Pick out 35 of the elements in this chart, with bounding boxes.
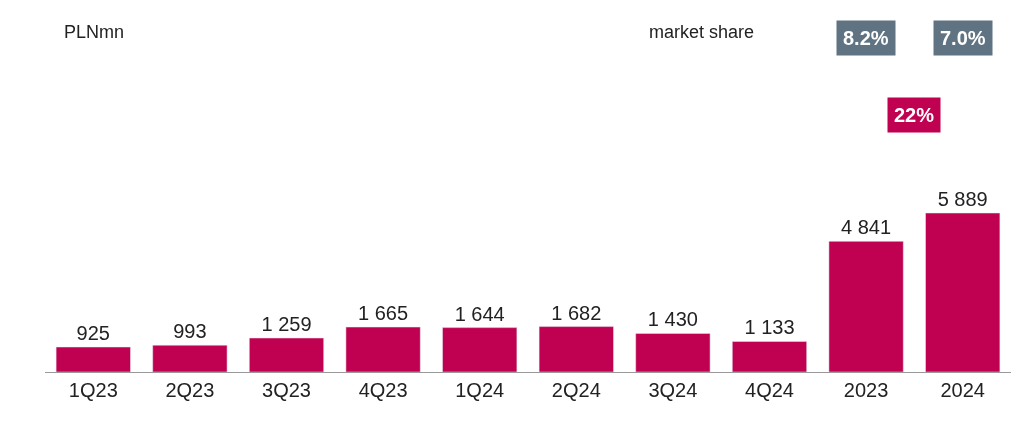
bar [152, 344, 228, 372]
data-label: 1 644 [454, 302, 505, 325]
text: 22% [894, 104, 935, 126]
x-tick-label: 2Q23 [165, 379, 215, 401]
bar [635, 333, 711, 372]
text: PLNmn [64, 22, 125, 42]
data-label: 5 889 [937, 188, 988, 211]
data-label: 1 259 [261, 313, 312, 336]
x-tick-label: 1Q24 [455, 379, 505, 401]
data-label: 925 [76, 322, 110, 345]
bar [249, 337, 324, 372]
data-label: 993 [173, 320, 207, 343]
text: 7.0% [940, 27, 986, 49]
x-tick-label: 2023 [843, 379, 889, 401]
data-label: 1 430 [647, 308, 698, 331]
data-label: 4 841 [841, 216, 892, 239]
bar [345, 326, 421, 372]
x-tick-label: 1Q23 [68, 379, 118, 401]
text: market share [649, 22, 755, 42]
x-tick-label: 4Q24 [745, 379, 794, 401]
data-label: 1 682 [551, 301, 602, 324]
bar [442, 327, 518, 372]
bar [732, 341, 807, 372]
text: 8.2% [843, 27, 889, 49]
x-tick-label: 4Q23 [358, 379, 408, 401]
bar [828, 241, 904, 372]
x-tick-label: 2Q24 [551, 379, 601, 401]
x-tick-label: 3Q23 [262, 379, 311, 401]
data-label: 1 133 [744, 316, 795, 339]
data-label: 1 665 [358, 302, 409, 325]
bar [538, 326, 614, 372]
x-tick-label: 3Q24 [648, 379, 698, 401]
bar [55, 346, 131, 372]
x-tick-label: 2024 [940, 379, 985, 401]
bar [925, 212, 1001, 372]
